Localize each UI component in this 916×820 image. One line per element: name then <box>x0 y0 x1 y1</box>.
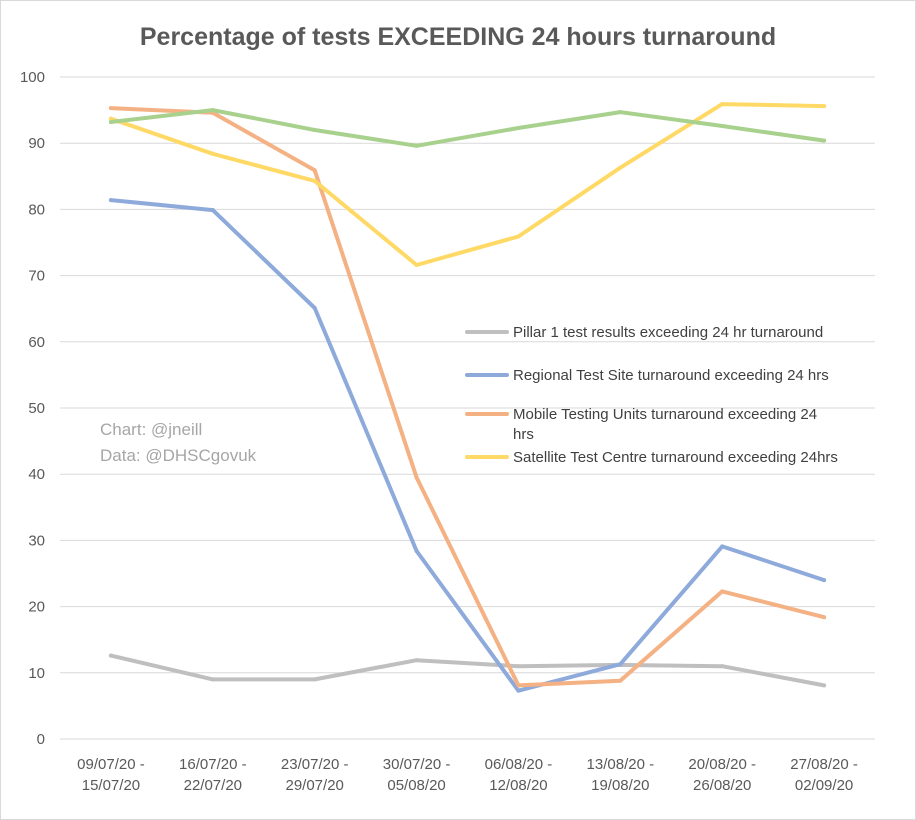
x-tick-label-line: 23/07/20 - <box>281 756 349 773</box>
x-tick-label: 09/07/20 - 15/07/20 <box>77 756 145 794</box>
y-tick-label: 20 <box>28 599 45 616</box>
data-point <box>822 615 827 620</box>
series-line-2 <box>108 198 827 693</box>
data-point <box>312 677 317 682</box>
credit-annotation: Chart: @jneill <box>100 420 202 439</box>
x-tick-label-line: 29/07/20 <box>285 777 343 794</box>
x-tick-label: 27/08/20 - 02/09/20 <box>790 756 858 794</box>
data-point <box>618 165 623 170</box>
y-tick-label: 100 <box>20 69 45 86</box>
x-tick-label-line: 27/08/20 - <box>790 756 858 773</box>
data-point <box>414 658 419 663</box>
series-line-1 <box>108 653 827 688</box>
data-point <box>210 151 215 156</box>
data-point <box>210 108 215 113</box>
y-tick-label: 0 <box>37 731 45 748</box>
data-point <box>108 653 113 658</box>
data-point <box>618 678 623 683</box>
data-point <box>516 683 521 688</box>
x-tick-label-line: 20/08/20 - <box>688 756 756 773</box>
x-tick-label-line: 15/07/20 <box>82 777 140 794</box>
x-tick-label: 06/08/20 - 12/08/20 <box>485 756 553 794</box>
y-tick-label: 60 <box>28 334 45 351</box>
data-point <box>312 127 317 132</box>
x-tick-label: 16/07/20 - 22/07/20 <box>179 756 247 794</box>
data-point <box>210 208 215 213</box>
x-tick-label-line: 19/08/20 <box>591 777 649 794</box>
legend-label: hrs <box>513 426 534 443</box>
data-point <box>822 578 827 583</box>
x-tick-label-line: 13/08/20 - <box>587 756 655 773</box>
data-point <box>210 677 215 682</box>
data-source-annotation: Data: @DHSCgovuk <box>100 446 257 465</box>
x-axis: 09/07/20 - 15/07/20 16/07/20 - 22/07/20 23/0… <box>77 756 858 794</box>
series-line-4 <box>108 102 827 267</box>
legend-item: Satellite Test Centre turnaround exceedi… <box>465 449 838 466</box>
y-tick-label: 70 <box>28 268 45 285</box>
series-line-5 <box>108 108 827 148</box>
legend-label: Regional Test Site turnaround exceeding … <box>513 367 829 384</box>
x-tick-label: 13/08/20 - 19/08/20 <box>587 756 655 794</box>
data-point <box>312 168 317 173</box>
data-point <box>414 143 419 148</box>
data-point <box>414 475 419 480</box>
y-tick-label: 30 <box>28 532 45 549</box>
data-point <box>618 110 623 115</box>
data-point <box>312 178 317 183</box>
data-point <box>516 234 521 239</box>
data-point <box>108 106 113 111</box>
y-tick-label: 50 <box>28 400 45 417</box>
data-point <box>414 548 419 553</box>
data-point <box>516 688 521 693</box>
data-point <box>822 138 827 143</box>
chart-credits: Chart: @jneill Data: @DHSCgovuk <box>100 420 257 465</box>
x-tick-label-line: 02/09/20 <box>795 777 853 794</box>
y-axis: 0 10 20 30 40 50 60 70 80 90 100 <box>20 69 45 748</box>
legend-label: Mobile Testing Units turnaround exceedin… <box>513 406 817 423</box>
data-point <box>108 116 113 121</box>
y-tick-label: 10 <box>28 665 45 682</box>
data-point <box>108 198 113 203</box>
x-tick-label-line: 26/08/20 <box>693 777 751 794</box>
legend: Pillar 1 test results exceeding 24 hr tu… <box>465 324 838 466</box>
data-point <box>618 662 623 667</box>
data-point <box>720 544 725 549</box>
y-tick-label: 40 <box>28 466 45 483</box>
x-tick-label-line: 06/08/20 - <box>485 756 553 773</box>
series-line-3 <box>108 106 827 688</box>
data-point <box>414 263 419 268</box>
legend-item: Mobile Testing Units turnaround exceedin… <box>465 406 817 443</box>
legend-label: Pillar 1 test results exceeding 24 hr tu… <box>513 324 823 341</box>
x-tick-label-line: 30/07/20 - <box>383 756 451 773</box>
x-tick-label-line: 12/08/20 <box>489 777 547 794</box>
x-tick-label-line: 22/07/20 <box>184 777 242 794</box>
legend-item: Pillar 1 test results exceeding 24 hr tu… <box>465 324 823 341</box>
data-point <box>822 104 827 109</box>
legend-item: Regional Test Site turnaround exceeding … <box>465 367 829 384</box>
x-tick-label: 23/07/20 - 29/07/20 <box>281 756 349 794</box>
x-tick-label-line: 16/07/20 - <box>179 756 247 773</box>
data-point <box>720 102 725 107</box>
data-point <box>720 664 725 669</box>
y-tick-label: 80 <box>28 201 45 218</box>
x-tick-label: 20/08/20 - 26/08/20 <box>688 756 756 794</box>
gridlines <box>60 76 875 740</box>
legend-label: Satellite Test Centre turnaround exceedi… <box>513 449 838 466</box>
x-tick-label-line: 05/08/20 <box>387 777 445 794</box>
y-tick-label: 90 <box>28 135 45 152</box>
data-point <box>720 589 725 594</box>
data-point <box>516 125 521 130</box>
x-tick-label-line: 09/07/20 - <box>77 756 145 773</box>
chart-title: Percentage of tests EXCEEDING 24 hours t… <box>140 23 776 51</box>
data-point <box>108 120 113 125</box>
series-lines <box>108 102 827 693</box>
data-point <box>822 683 827 688</box>
x-tick-label: 30/07/20 - 05/08/20 <box>383 756 451 794</box>
data-point <box>312 306 317 311</box>
data-point <box>720 123 725 128</box>
data-point <box>516 664 521 669</box>
